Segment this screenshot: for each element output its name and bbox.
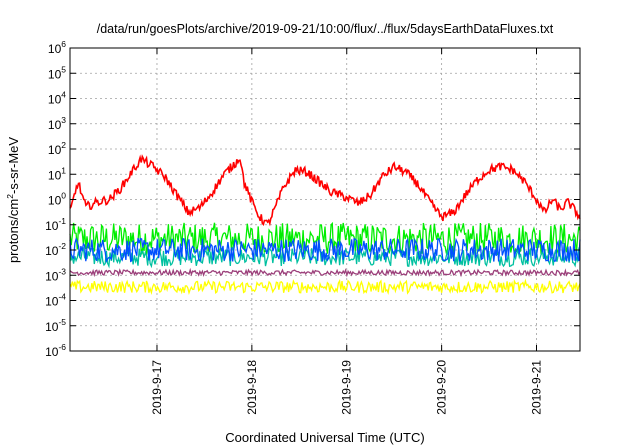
y-tick-exponent: 4 (61, 90, 66, 100)
y-tick-label: 10-6 (45, 342, 66, 359)
x-tick-label: 2019-9-19 (340, 360, 354, 415)
y-tick-exponent: 6 (61, 39, 66, 49)
series-line (69, 221, 581, 256)
y-tick-label: 10-3 (45, 266, 66, 283)
y-axis-label: protons/cm2-s-sr-MeV (5, 137, 21, 263)
y-axis-label-exponent: 2 (5, 194, 15, 199)
series-line (69, 154, 581, 227)
y-tick-base: 10 (45, 295, 59, 309)
y-tick-exponent: 1 (61, 165, 66, 175)
x-tick-label: 2019-9-21 (530, 360, 544, 415)
grid (70, 48, 580, 351)
y-tick-base: 10 (45, 269, 59, 283)
y-tick-exponent: -3 (58, 266, 66, 276)
y-tick-label: 103 (48, 115, 66, 132)
y-tick-label: 100 (48, 191, 66, 208)
tick-marks (70, 47, 580, 352)
y-tick-base: 10 (45, 219, 59, 233)
y-tick-label: 105 (48, 64, 66, 81)
y-tick-base: 10 (48, 93, 62, 107)
y-tick-exponent: -4 (58, 292, 66, 302)
series-line (69, 267, 581, 278)
y-tick-exponent: -2 (58, 241, 66, 251)
series-line (69, 237, 581, 264)
y-tick-base: 10 (45, 320, 59, 334)
y-tick-base: 10 (45, 244, 59, 258)
y-tick-label: 10-5 (45, 317, 66, 334)
y-tick-base: 10 (48, 194, 62, 208)
chart-title: /data/run/goesPlots/archive/2019-09-21/1… (97, 22, 554, 36)
y-tick-exponent: -5 (58, 317, 66, 327)
y-tick-label: 106 (48, 39, 66, 56)
series-line (69, 278, 581, 296)
y-axis-label-prefix: protons/cm (6, 199, 21, 263)
y-tick-exponent: 0 (61, 191, 66, 201)
y-tick-exponent: -1 (58, 216, 66, 226)
y-tick-label: 10-4 (45, 292, 66, 309)
y-tick-label: 10-1 (45, 216, 66, 233)
y-tick-label: 102 (48, 140, 66, 157)
y-tick-base: 10 (45, 345, 59, 359)
y-tick-base: 10 (48, 118, 62, 132)
x-tick-label: 2019-9-20 (435, 360, 449, 415)
x-tick-label: 2019-9-18 (245, 360, 259, 415)
y-tick-base: 10 (48, 67, 62, 81)
x-tick-label: 2019-9-17 (150, 360, 164, 415)
y-tick-exponent: -6 (58, 342, 66, 352)
x-axis-label: Coordinated Universal Time (UTC) (225, 430, 424, 445)
y-tick-label: 101 (48, 165, 66, 182)
y-tick-exponent: 3 (61, 115, 66, 125)
y-tick-exponent: 2 (61, 140, 66, 150)
y-axis-label-suffix: -s-sr-MeV (6, 137, 21, 194)
y-tick-labels: 10-610-510-410-310-210-11001011021031041… (45, 39, 66, 359)
x-tick-labels: 2019-9-17 2019-9-18 2019-9-19 2019-9-20 2019… (150, 360, 544, 415)
y-tick-exponent: 5 (61, 64, 66, 74)
y-tick-base: 10 (48, 42, 62, 56)
y-tick-label: 10-2 (45, 241, 66, 258)
y-tick-label: 104 (48, 90, 66, 107)
y-tick-base: 10 (48, 168, 62, 182)
y-tick-base: 10 (48, 143, 62, 157)
data-series-group (69, 154, 581, 296)
